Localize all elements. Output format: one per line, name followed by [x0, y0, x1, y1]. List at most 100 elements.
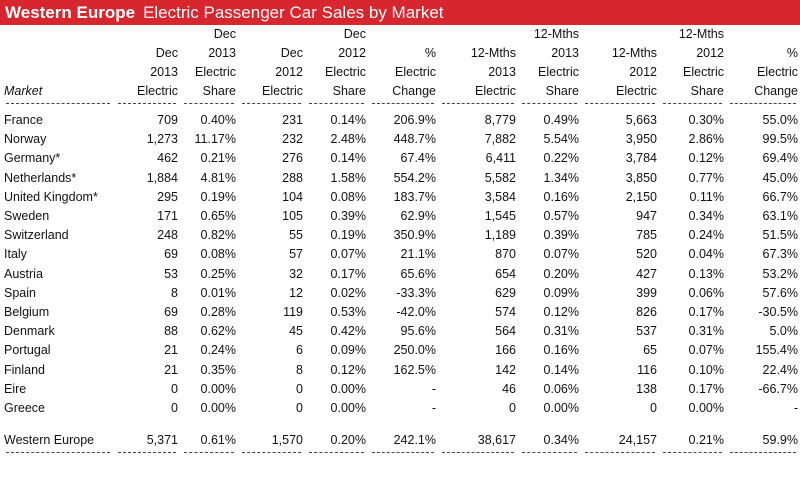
column-header-cell: 12-Mths	[470, 46, 516, 60]
data-cell: 0.11%	[689, 189, 724, 204]
data-cell: 21.1%	[400, 247, 436, 262]
market-name: Sweden	[4, 209, 50, 224]
column-header-cell: 2012	[696, 46, 724, 60]
data-cell: 3,850	[625, 170, 657, 185]
market-name: Norway	[4, 132, 47, 147]
table-row: Norway 1,273 11.17% 232 2.48% 448.7% 7,882 5.54…	[2, 130, 800, 149]
dashed-rule	[442, 452, 514, 457]
data-cell: 0.42%	[330, 324, 366, 339]
data-cell: 448.7%	[393, 132, 436, 147]
separator-cell	[2, 450, 114, 460]
data-cell: 0	[296, 381, 303, 396]
data-cell: 3,584	[484, 189, 516, 204]
separator-cell	[438, 450, 518, 460]
data-cell: 0.57%	[543, 209, 579, 224]
separator-cell	[438, 101, 518, 111]
dashed-rule	[184, 452, 234, 457]
column-header-cell: %	[424, 46, 436, 60]
dashed-rule	[242, 452, 301, 457]
column-header-cell: Dec	[280, 46, 303, 60]
separator-cell	[238, 101, 305, 111]
column-header-cell	[238, 25, 305, 44]
market-name: Netherlands*	[4, 170, 77, 185]
data-cell: 0.08%	[330, 189, 366, 204]
data-cell: 709	[157, 113, 178, 127]
column-header-cell: Dec	[213, 27, 236, 41]
column-header-cell	[438, 25, 518, 44]
column-header-cell: 2012	[338, 46, 366, 60]
data-cell: 5,663	[625, 113, 657, 127]
data-cell: 870	[495, 247, 516, 262]
market-name: Switzerland	[4, 228, 69, 243]
header-row: Market Electric Share Electric Share Change El…	[2, 82, 800, 101]
column-header-cell: Electric	[395, 65, 436, 79]
dashed-rule	[585, 452, 655, 457]
data-cell: 0.10%	[688, 362, 724, 377]
separator-cell	[518, 101, 581, 111]
data-cell: 8	[171, 285, 178, 300]
table-row: Belgium 69 0.28% 119 0.53% -42.0% 574 0.12% 826 0…	[2, 303, 800, 322]
data-cell: 462	[157, 151, 178, 166]
data-cell: 0.49%	[543, 113, 579, 127]
data-cell: 69	[164, 247, 178, 262]
data-cell: 1.58%	[330, 170, 366, 185]
column-header-cell	[726, 25, 800, 44]
data-cell: 0.09%	[330, 343, 366, 358]
data-cell: 0.00%	[543, 401, 579, 416]
column-header-cell: Electric	[325, 65, 366, 79]
dashed-rule	[242, 103, 301, 108]
data-cell: 4.81%	[200, 170, 236, 185]
column-header-cell: Dec	[155, 46, 178, 60]
dashed-rule	[372, 452, 434, 457]
total-cell: 0.34%	[543, 433, 579, 448]
separator-cell	[305, 450, 368, 460]
total-cell: 0.61%	[200, 433, 236, 448]
column-header-cell: Electric	[262, 84, 303, 98]
total-cell: 24,157	[618, 433, 657, 448]
data-cell: 0.17%	[688, 305, 724, 320]
data-cell: 0.08%	[200, 247, 236, 262]
total-cell: 0.21%	[688, 433, 724, 448]
data-cell: 0.19%	[330, 228, 366, 243]
data-cell: 206.9%	[393, 113, 436, 127]
data-cell: 21	[164, 362, 178, 377]
data-cell: 51.5%	[762, 228, 798, 243]
table-title: Electric Passenger Car Sales by Market	[143, 2, 444, 22]
header-row: Dec Dec 12-Mths 12-Mths	[2, 25, 800, 44]
data-cell: 2.86%	[688, 132, 724, 147]
data-cell: 0.34%	[688, 209, 724, 224]
table-row: France 709 0.40% 231 0.14% 206.9% 8,779 0.49% 5,…	[2, 111, 800, 130]
data-cell: 564	[495, 324, 516, 339]
data-cell: 0.19%	[200, 189, 236, 204]
dashed-rule	[663, 103, 722, 108]
column-header-cell: Electric	[475, 84, 516, 98]
data-cell: 0.28%	[200, 305, 236, 320]
column-header-cell: Change	[754, 84, 798, 98]
column-header-cell: 12-Mths	[678, 27, 724, 41]
data-cell: 142	[495, 362, 516, 377]
data-cell: -42.0%	[396, 305, 436, 320]
separator-cell	[114, 101, 180, 111]
data-cell: 22.4%	[762, 362, 798, 377]
total-cell: 5,371	[146, 433, 178, 448]
data-cell: 629	[495, 285, 516, 300]
sales-table: Dec Dec 12-Mths 12-Mths Dec 2013 Dec 2012% 12-Mt…	[2, 25, 800, 460]
column-header-cell: Change	[392, 84, 436, 98]
table-row: Germany* 462 0.21% 276 0.14% 67.4% 6,411 0.22% 3…	[2, 149, 800, 168]
total-label: Western Europe	[4, 433, 95, 448]
data-cell: 95.6%	[400, 324, 436, 339]
dashed-rule	[6, 103, 110, 108]
dashed-rule	[309, 103, 364, 108]
market-name: Italy	[4, 247, 27, 262]
data-cell: 276	[282, 151, 303, 166]
data-cell: 250.0%	[393, 343, 436, 358]
data-cell: 183.7%	[393, 189, 436, 204]
data-cell: 116	[637, 362, 657, 377]
data-cell: 0.40%	[200, 113, 236, 127]
data-cell: 0.13%	[688, 266, 724, 281]
data-cell: -30.5%	[758, 305, 798, 320]
data-cell: 0.00%	[200, 381, 236, 396]
separator-cell	[368, 101, 438, 111]
data-cell: 21	[164, 343, 178, 358]
data-cell: 5.0%	[769, 324, 799, 339]
